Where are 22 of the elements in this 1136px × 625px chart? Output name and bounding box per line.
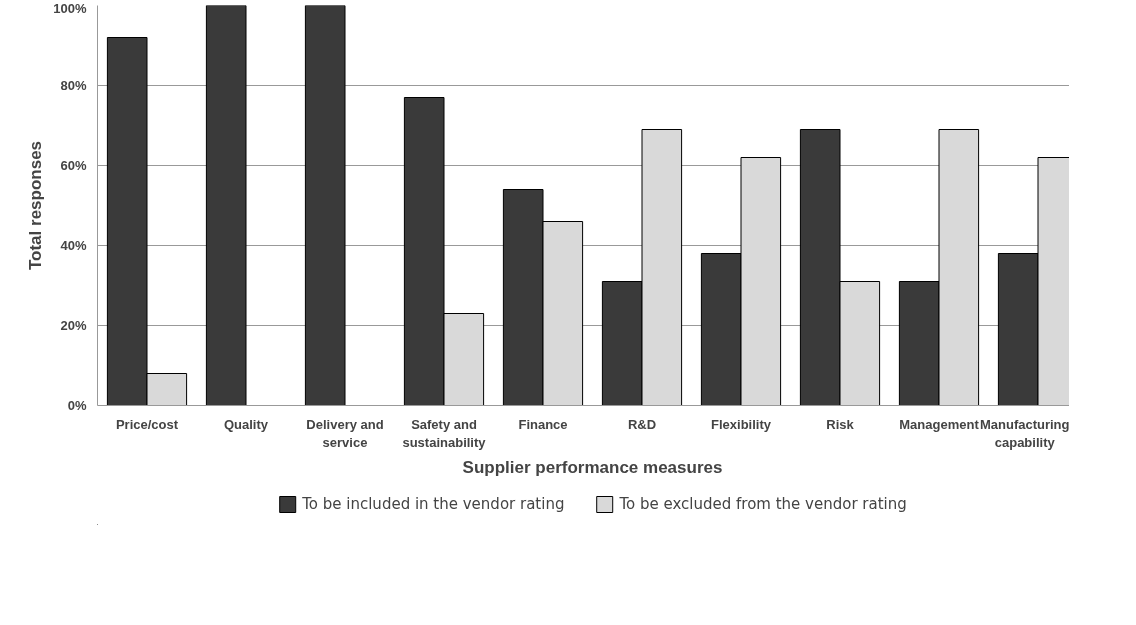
legend-label: To be excluded from the vendor rating [619, 495, 907, 513]
bar [304, 5, 346, 406]
x-axis-title: Supplier performance measures [462, 457, 723, 477]
y-tick-label: 20% [60, 318, 87, 333]
y-tick-label: 0% [67, 398, 87, 413]
y-tick-label: 40% [60, 238, 87, 253]
x-tick-label: Quality [223, 416, 269, 432]
y-tick-label: 80% [60, 78, 87, 93]
y-axis-title: Total responses [26, 140, 46, 271]
y-tick-label: 100% [53, 0, 87, 16]
x-tick-label: Manufacturing capability [979, 416, 1070, 450]
x-tick-label: Flexibility [711, 416, 772, 432]
bar [205, 5, 247, 406]
legend-label: To be included in the vendor rating [302, 495, 565, 513]
x-tick-label: Risk [826, 416, 855, 432]
x-tick-label: Finance [518, 416, 568, 432]
x-tick-label: Price/cost [115, 416, 179, 432]
x-tick-label: Management [899, 416, 980, 432]
y-tick-label: 60% [60, 158, 87, 173]
x-tick-label: Safety and sustainability [402, 416, 487, 450]
x-tick-label: R&D [627, 416, 657, 432]
x-tick-label: Delivery and service [306, 416, 384, 450]
